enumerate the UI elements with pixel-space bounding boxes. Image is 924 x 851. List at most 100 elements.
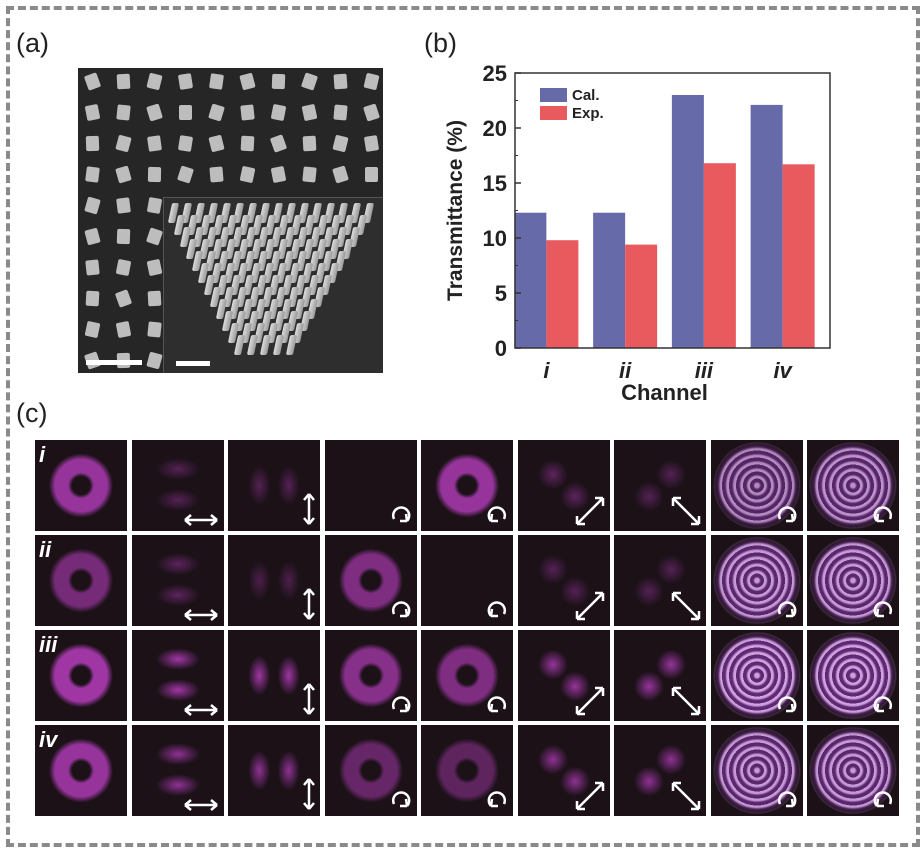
- panel-label-b: (b): [424, 28, 457, 58]
- beam-intensity: [517, 630, 610, 721]
- horizontal-polarizer-icon: [183, 609, 218, 621]
- nanopillar: [84, 196, 101, 215]
- nanopillar: [115, 258, 132, 277]
- beam-profile-iii-2: [131, 630, 224, 721]
- nanopillar: [115, 165, 132, 184]
- nanopillar: [333, 104, 348, 121]
- nanopillar: [115, 320, 132, 339]
- beam-intensity: [228, 535, 320, 626]
- antidiagonal-polarizer-icon: [671, 781, 701, 811]
- nanopillar: [177, 73, 194, 90]
- beam-profile-iv-9: [807, 725, 899, 816]
- x-tick-label: ii: [619, 358, 632, 383]
- y-tick-label: 20: [483, 116, 507, 141]
- nanopillar: [116, 104, 131, 121]
- nanopillar: [146, 103, 163, 122]
- legend-swatch: [540, 106, 567, 120]
- nanopillar: [116, 228, 131, 245]
- nanopillar: [302, 135, 317, 152]
- nanopillar: [179, 105, 192, 120]
- beam-profile-i-5: [421, 440, 513, 531]
- beam-intensity: [324, 725, 417, 816]
- bar-exp-iii: [703, 163, 736, 348]
- bar-exp-i: [546, 240, 579, 348]
- counterclockwise-circular-icon: [873, 601, 892, 618]
- nanopillar: [83, 72, 102, 91]
- nanopillar: [300, 72, 319, 91]
- beam-intensity: [131, 630, 224, 721]
- beam-profile-iv-3: [228, 725, 320, 816]
- nanopillar: [85, 290, 100, 307]
- nanopillar: [114, 289, 133, 308]
- nanopillar: [270, 165, 287, 184]
- beam-profile-iii-5: [421, 630, 513, 721]
- bar-exp-ii: [625, 244, 658, 348]
- y-tick-label: 15: [483, 171, 507, 196]
- beam-intensity: [35, 725, 127, 816]
- beam-profile-iii-3: [228, 630, 320, 721]
- interference-pattern: [710, 440, 803, 531]
- panel-label-c: (c): [16, 398, 48, 428]
- counterclockwise-circular-icon: [487, 696, 506, 713]
- y-tick-label: 0: [495, 336, 507, 361]
- interference-pattern: [807, 630, 899, 721]
- nanopillar: [208, 134, 225, 153]
- clockwise-circular-icon: [391, 791, 410, 808]
- nanopillar: [116, 73, 131, 90]
- beam-intensity: [228, 440, 320, 531]
- clockwise-circular-icon: [777, 791, 796, 808]
- nanopillar: [147, 290, 162, 307]
- x-axis-label: Channel: [621, 380, 708, 405]
- nanopillar: [146, 72, 163, 91]
- nanopillar: [363, 103, 380, 122]
- nanopillar: [85, 166, 100, 183]
- interference-pattern: [807, 440, 899, 531]
- beam-intensity: [324, 630, 417, 721]
- beam-profile-ii-6: [517, 535, 610, 626]
- beam-profile-iv-4: [324, 725, 417, 816]
- x-tick-label: i: [543, 358, 550, 383]
- clockwise-circular-icon: [777, 601, 796, 618]
- sem-image: [78, 68, 383, 373]
- antidiagonal-polarizer-icon: [671, 686, 701, 716]
- nanopillar: [269, 134, 288, 153]
- row-label: iv: [39, 727, 58, 752]
- beam-profile-iv-6: [517, 725, 610, 816]
- bar-exp-iv: [782, 164, 815, 348]
- diagonal-polarizer-icon: [575, 496, 604, 526]
- clockwise-circular-icon: [391, 696, 410, 713]
- beam-intensity: [517, 535, 610, 626]
- beam-profile-i-6: [517, 440, 610, 531]
- nanopillar: [209, 166, 224, 183]
- beam-profile-i-1: i: [35, 440, 127, 531]
- y-tick-label: 10: [483, 226, 507, 251]
- scale-bar: [86, 360, 142, 365]
- nanopillar: [145, 227, 164, 246]
- beam-profile-i-4: [324, 440, 417, 531]
- figure-border: [6, 6, 920, 847]
- beam-profile-iv-5: [421, 725, 513, 816]
- beam-intensity: [131, 535, 224, 626]
- beam-intensity: [324, 535, 417, 626]
- nanopillar: [332, 165, 349, 184]
- y-tick-label: 25: [483, 61, 507, 86]
- nanopillar: [363, 135, 380, 152]
- counterclockwise-circular-icon: [487, 506, 506, 523]
- beam-profile-iii-4: [324, 630, 417, 721]
- panel-label-a: (a): [16, 28, 49, 58]
- row-label: i: [39, 442, 46, 467]
- nanopillar: [115, 134, 132, 153]
- beam-profile-iv-7: [614, 725, 706, 816]
- bar-cal-iv: [750, 104, 783, 349]
- counterclockwise-circular-icon: [873, 696, 892, 713]
- nanopillar: [208, 103, 225, 122]
- vertical-polarizer-icon: [303, 778, 315, 810]
- nanopillar: [85, 135, 100, 152]
- nanopillar: [146, 258, 163, 277]
- beam-profile-ii-9: [807, 535, 899, 626]
- nanopillar: [239, 72, 256, 91]
- beam-intensity: [35, 535, 127, 626]
- diagonal-polarizer-icon: [575, 781, 604, 811]
- nanopillar: [84, 103, 101, 122]
